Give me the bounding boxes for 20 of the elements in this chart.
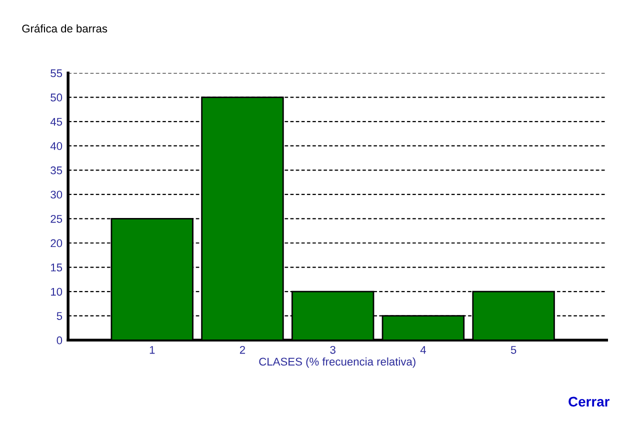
x-tick-label: 5 [510, 346, 516, 354]
y-tick-label: 55 [50, 69, 62, 78]
chart-title: Gráfica de barras [22, 24, 108, 33]
y-tick-label: 35 [50, 166, 62, 174]
y-tick-label: 45 [50, 118, 62, 126]
x-axis-title: CLASES (% frecuencia relativa) [259, 357, 416, 368]
y-tick-label: 20 [50, 239, 62, 248]
x-tick-label: 2 [240, 346, 246, 354]
y-tick-label: 30 [50, 190, 62, 199]
y-tick-label: 5 [56, 312, 62, 320]
y-tick-label: 15 [51, 264, 62, 272]
y-tick-label: 10 [51, 288, 62, 296]
y-tick-label: 40 [50, 142, 62, 150]
y-tick-label: 0 [56, 336, 62, 344]
x-tick-label: 4 [420, 346, 426, 354]
x-tick-label: 3 [330, 346, 336, 354]
y-tick-label: 50 [50, 94, 62, 102]
x-tick-label: 1 [150, 346, 155, 354]
text: Cerrar [568, 396, 610, 407]
y-tick-label: 25 [50, 214, 62, 223]
